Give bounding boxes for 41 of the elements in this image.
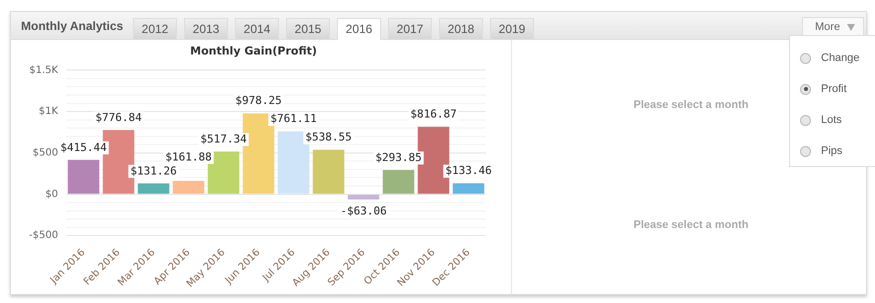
- chart-title: Monthly Gain(Profit): [190, 44, 317, 58]
- data-label: $415.44: [60, 140, 108, 154]
- text: Profit: [821, 83, 847, 95]
- bar: [312, 150, 344, 194]
- data-label: $978.25: [235, 94, 282, 108]
- bar: [138, 183, 170, 194]
- text: Change: [821, 52, 860, 64]
- data-label: $761.11: [270, 112, 317, 126]
- bar: [172, 180, 204, 194]
- text: 2017: [388, 18, 432, 39]
- bar: [68, 160, 100, 194]
- data-label: $161.88: [165, 150, 212, 164]
- data-label: -$63.06: [340, 204, 387, 218]
- y-tick-label: -$500: [28, 230, 58, 242]
- bar: [348, 194, 380, 200]
- text: Monthly Analytics: [21, 19, 124, 33]
- y-tick-label: $1.5K: [29, 64, 58, 76]
- data-label: $816.87: [410, 108, 457, 121]
- bar: [382, 170, 414, 194]
- text: 2018: [439, 18, 483, 39]
- text: 2014: [235, 18, 279, 39]
- y-tick-label: $500: [32, 148, 58, 159]
- text: Pips: [821, 145, 842, 157]
- text: More: [802, 17, 864, 36]
- data-label: $131.26: [130, 164, 177, 178]
- bar: [452, 183, 484, 194]
- data-label: $293.85: [375, 150, 422, 164]
- text: 2012: [133, 18, 177, 39]
- text: Lots: [821, 114, 842, 126]
- text: 2013: [184, 18, 228, 39]
- y-tick-label: $0: [45, 188, 58, 200]
- data-label: $133.46: [445, 164, 492, 178]
- y-tick-label: $1K: [38, 106, 58, 118]
- text: Please select a month: [632, 99, 750, 111]
- text: 2015: [286, 18, 330, 39]
- data-label: $776.84: [95, 110, 142, 124]
- text: 2016: [337, 18, 381, 40]
- text: Please select a month: [632, 219, 750, 231]
- data-label: $538.55: [305, 130, 352, 144]
- data-label: $517.34: [200, 132, 248, 146]
- text: 2019: [490, 18, 534, 39]
